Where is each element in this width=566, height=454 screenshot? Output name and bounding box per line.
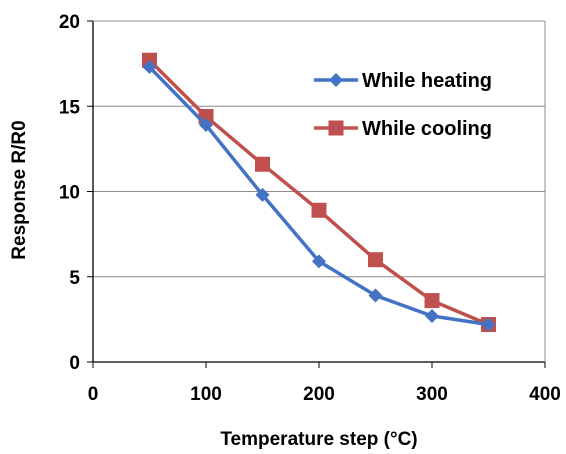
data-point xyxy=(255,156,270,172)
y-tick-label-15: 15 xyxy=(59,97,81,118)
legend-entry-1: While heating xyxy=(314,70,492,92)
legend-marker xyxy=(329,73,343,87)
legend-marker xyxy=(328,120,344,136)
data-point xyxy=(368,252,383,268)
x-tick-label-400: 400 xyxy=(529,384,561,405)
series-line xyxy=(148,65,489,327)
x-axis-title: Temperature step (°C) xyxy=(220,429,417,450)
x-tick-label-0: 0 xyxy=(88,384,99,405)
series-group xyxy=(142,52,496,332)
legend-label: While cooling xyxy=(362,118,492,140)
x-tick-label-300: 300 xyxy=(416,384,448,405)
series-line xyxy=(148,58,490,327)
data-point xyxy=(199,118,213,133)
data-point xyxy=(424,293,440,309)
y-tick-label-10: 10 xyxy=(59,183,80,204)
legend-entry-2: While cooling xyxy=(314,118,492,140)
data-point xyxy=(368,288,383,303)
series-while-heating xyxy=(142,60,496,332)
y-axis-title: Response R/R0 xyxy=(9,120,30,259)
data-point xyxy=(481,317,496,332)
legend-label: While heating xyxy=(362,70,492,92)
axes xyxy=(87,20,546,368)
data-point xyxy=(425,308,439,323)
series-while-cooling xyxy=(142,52,496,332)
x-tick-label-100: 100 xyxy=(190,384,222,405)
data-point xyxy=(311,202,327,218)
data-point xyxy=(312,254,326,269)
gridlines xyxy=(93,20,545,278)
y-tick-label-20: 20 xyxy=(59,12,80,33)
data-point xyxy=(142,60,157,75)
x-tick-label-200: 200 xyxy=(303,384,335,405)
y-tick-label-0: 0 xyxy=(69,353,80,374)
y-tick-label-5: 5 xyxy=(69,268,80,289)
legend: While heating While cooling xyxy=(314,70,492,140)
data-point xyxy=(255,187,270,202)
